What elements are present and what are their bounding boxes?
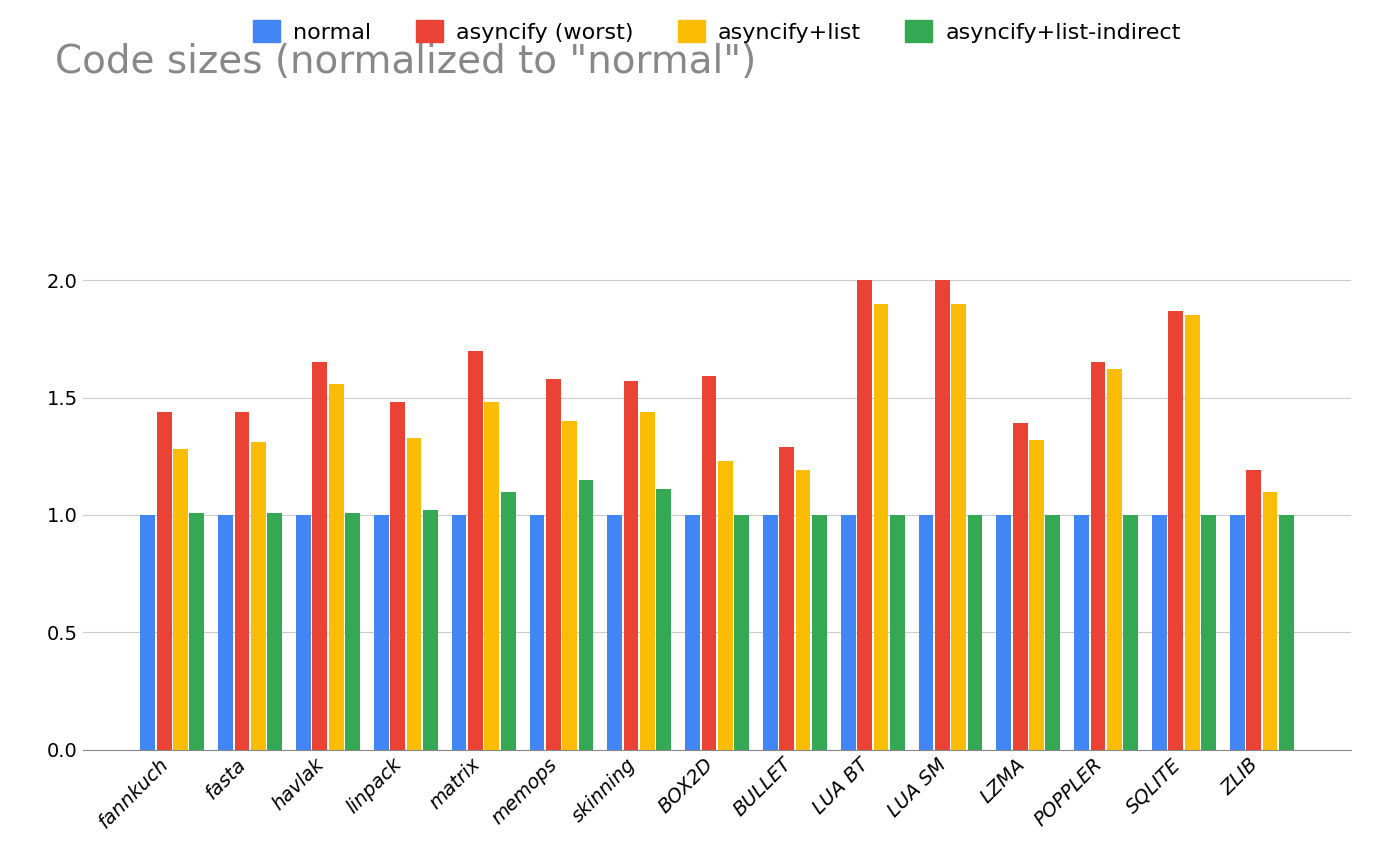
Bar: [141, 515, 156, 750]
Bar: [1124, 515, 1138, 750]
Bar: [656, 489, 672, 750]
Bar: [563, 421, 576, 750]
Bar: [841, 515, 855, 750]
Bar: [157, 412, 171, 750]
Bar: [607, 515, 622, 750]
Bar: [174, 449, 188, 750]
Bar: [452, 515, 466, 750]
Bar: [873, 303, 888, 750]
Bar: [1045, 515, 1060, 750]
Bar: [345, 513, 360, 750]
Bar: [1151, 515, 1167, 750]
Bar: [530, 515, 545, 750]
Bar: [1247, 470, 1260, 750]
Bar: [796, 470, 811, 750]
Bar: [1012, 423, 1027, 750]
Legend: normal, asyncify (worst), asyncify+list, asyncify+list-indirect: normal, asyncify (worst), asyncify+list,…: [244, 11, 1190, 51]
Bar: [968, 515, 982, 750]
Bar: [997, 515, 1011, 750]
Bar: [1201, 515, 1216, 750]
Bar: [1185, 315, 1200, 750]
Bar: [952, 303, 967, 750]
Bar: [423, 510, 437, 750]
Bar: [374, 515, 389, 750]
Bar: [640, 412, 655, 750]
Bar: [858, 280, 872, 750]
Bar: [779, 447, 794, 750]
Bar: [579, 480, 593, 750]
Bar: [1168, 311, 1183, 750]
Bar: [268, 513, 283, 750]
Bar: [1029, 440, 1044, 750]
Bar: [1074, 515, 1089, 750]
Bar: [189, 513, 204, 750]
Bar: [296, 515, 310, 750]
Bar: [1091, 362, 1106, 750]
Bar: [390, 402, 405, 750]
Bar: [218, 515, 233, 750]
Bar: [734, 515, 749, 750]
Bar: [1278, 515, 1294, 750]
Bar: [685, 515, 701, 750]
Bar: [407, 438, 422, 750]
Bar: [702, 377, 716, 750]
Bar: [1230, 515, 1245, 750]
Bar: [763, 515, 778, 750]
Bar: [718, 461, 732, 750]
Bar: [234, 412, 250, 750]
Bar: [313, 362, 327, 750]
Bar: [328, 383, 343, 750]
Bar: [623, 381, 638, 750]
Bar: [546, 379, 561, 750]
Text: Code sizes (normalized to "normal"): Code sizes (normalized to "normal"): [55, 43, 757, 81]
Bar: [251, 442, 266, 750]
Bar: [467, 351, 483, 750]
Bar: [501, 492, 516, 750]
Bar: [484, 402, 499, 750]
Bar: [1263, 492, 1277, 750]
Bar: [889, 515, 905, 750]
Bar: [1107, 370, 1121, 750]
Bar: [935, 280, 950, 750]
Bar: [812, 515, 827, 750]
Bar: [918, 515, 934, 750]
